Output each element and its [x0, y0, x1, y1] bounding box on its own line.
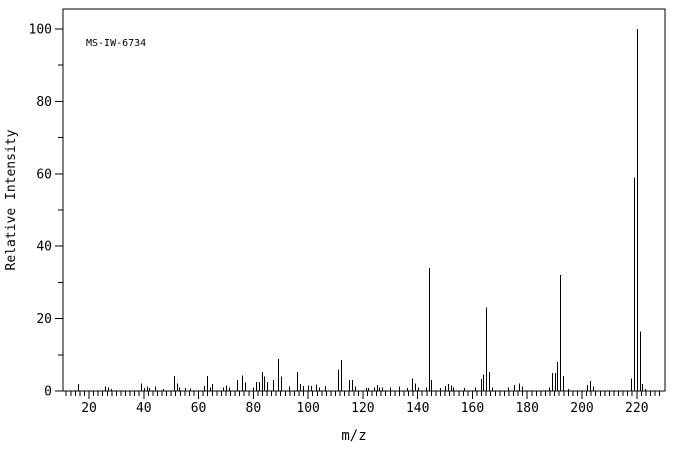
y-axis-label: Relative Intensity	[4, 129, 19, 270]
y-tick-label: 60	[36, 167, 52, 182]
x-tick-label: 180	[515, 401, 538, 416]
x-tick-label: 120	[351, 401, 374, 416]
x-tick-label: 40	[136, 401, 152, 416]
x-tick-label: 20	[81, 401, 97, 416]
y-tick-label: 80	[36, 95, 52, 110]
x-tick-label: 140	[406, 401, 429, 416]
y-tick-label: 20	[36, 312, 52, 327]
y-tick-label: 100	[29, 23, 52, 38]
x-tick-label: 160	[461, 401, 484, 416]
x-tick-label: 200	[570, 401, 593, 416]
plot-frame	[62, 8, 666, 392]
x-tick-label: 100	[296, 401, 319, 416]
y-tick-label: 0	[44, 385, 52, 400]
axis-ticks: 20 40 60 80 100 120 140 160 180 200 220 0 20 40 60 80 10…	[29, 23, 661, 416]
x-axis-label: m/z	[341, 428, 366, 444]
spectrum-peaks	[78, 29, 646, 391]
x-tick-label: 60	[191, 401, 207, 416]
x-tick-label: 80	[246, 401, 262, 416]
x-tick-label: 220	[625, 401, 648, 416]
spectrum-id-annotation: MS-IW-6734	[86, 38, 146, 49]
y-tick-label: 40	[36, 240, 52, 255]
